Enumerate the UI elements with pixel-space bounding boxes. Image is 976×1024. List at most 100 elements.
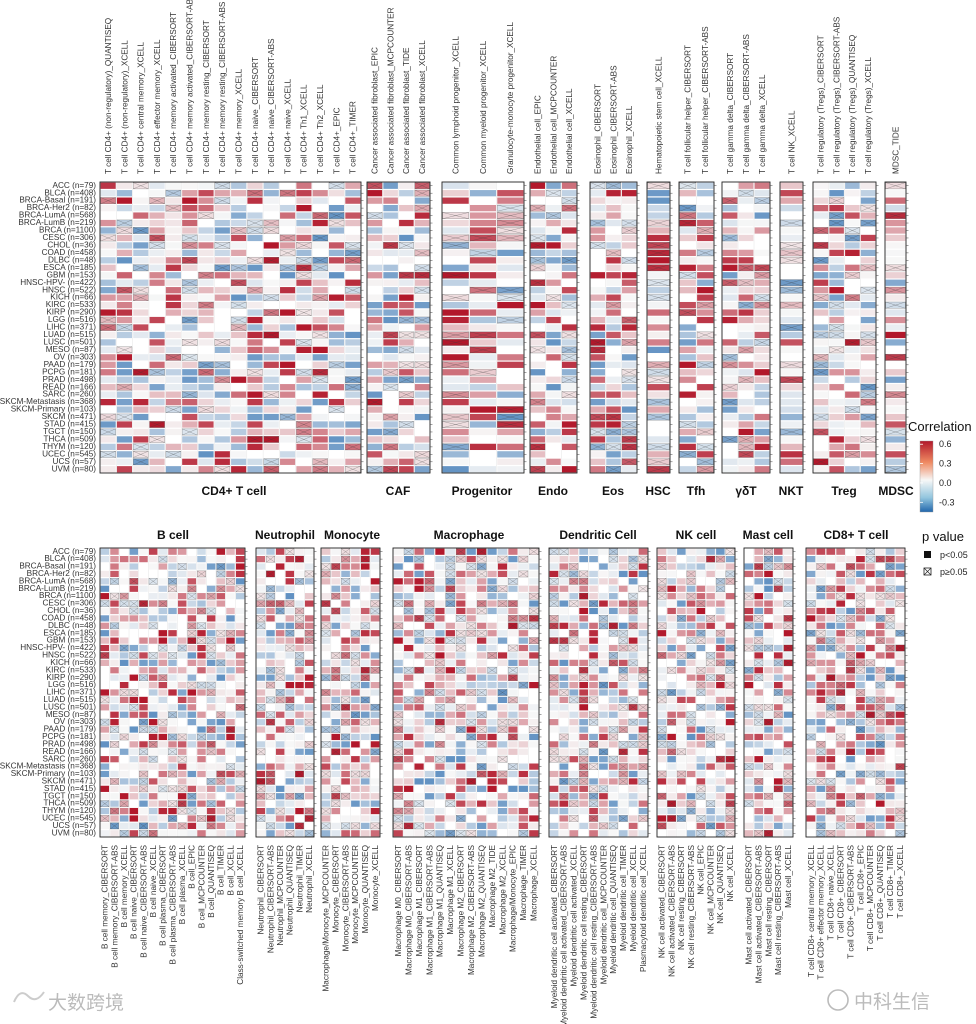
heatmap-cell <box>445 585 455 592</box>
heatmap-cell <box>285 570 295 578</box>
heatmap-cell <box>367 227 383 234</box>
heatmap-cell <box>725 659 735 666</box>
heatmap-cell <box>774 822 783 829</box>
heatmap-cell <box>168 563 177 570</box>
heatmap-cell <box>628 785 638 792</box>
nonsignificant-cell-mark <box>773 689 783 696</box>
heatmap-cell <box>667 585 676 592</box>
heatmap-cell <box>647 451 670 458</box>
column-label-t-cell-cd4-naive-cibersort-abs: T cell CD4+ naive_CIBERSORT-ABS <box>267 38 276 174</box>
heatmap-cell <box>100 316 116 324</box>
heatmap-cell <box>686 585 696 592</box>
heatmap-cell <box>618 778 628 785</box>
heatmap-cell <box>549 548 559 555</box>
heatmap-cell <box>764 807 773 815</box>
heatmap-cell <box>589 622 598 629</box>
heatmap-cell <box>231 301 247 309</box>
heatmap-cell <box>677 763 686 770</box>
heatmap-cell <box>569 578 579 585</box>
row-label-lusc-n-501: LUSC (n=501) <box>43 702 96 711</box>
heatmap-cell <box>119 652 129 659</box>
heatmap-cell <box>559 667 569 674</box>
heatmap-cell <box>206 800 216 807</box>
heatmap-cell <box>590 354 606 361</box>
heatmap-cell <box>275 748 285 755</box>
heatmap-cell <box>312 287 328 294</box>
heatmap-cell <box>549 807 559 815</box>
heatmap-cell <box>667 822 676 829</box>
heatmap-cell <box>508 585 518 592</box>
row-label-brca-lumb-n-219: BRCA-LumB (n=219) <box>18 218 96 227</box>
nonsignificant-cell-mark <box>579 577 589 585</box>
heatmap-cell <box>341 578 350 585</box>
heatmap-cell <box>247 346 263 354</box>
heatmap-cell <box>187 770 197 778</box>
heatmap-cell <box>226 733 235 741</box>
heatmap-cell <box>559 778 569 785</box>
nonsignificant-cell-mark <box>528 622 539 630</box>
heatmap-cell <box>845 324 860 331</box>
panel-grid <box>558 548 639 837</box>
heatmap-cell <box>256 711 266 718</box>
heatmap-cell <box>456 800 466 807</box>
heatmap-cell <box>829 301 844 309</box>
nonsignificant-cell-mark <box>100 652 110 659</box>
heatmap-cell <box>383 197 398 204</box>
heatmap-cell <box>216 711 226 718</box>
heatmap-cell <box>606 287 621 294</box>
nonsignificant-cell-mark <box>590 242 606 249</box>
heatmap-cell <box>738 466 754 473</box>
nonsignificant-cell-mark <box>296 309 312 316</box>
column-label-t-cell-follicular-helper-cibersort-abs: T cell follicular helper_CIBERSORT-ABS <box>701 26 710 174</box>
heatmap-cell <box>275 741 285 748</box>
heatmap-cell <box>247 413 263 421</box>
heatmap-cell <box>341 756 350 763</box>
nonsignificant-cell-mark <box>686 718 696 726</box>
nonsignificant-cell-mark <box>722 353 738 361</box>
heatmap-cell <box>677 756 686 763</box>
nonsignificant-cell-mark <box>383 413 399 421</box>
heatmap-cell <box>885 593 895 600</box>
nonsignificant-cell-mark <box>328 212 345 219</box>
nonsignificant-cell-mark <box>559 548 569 556</box>
heatmap-cell <box>328 279 345 286</box>
heatmap-cell <box>569 807 579 815</box>
nonsignificant-cell-mark <box>295 622 304 630</box>
heatmap-cell <box>321 644 331 652</box>
nonsignificant-cell-mark <box>256 748 266 756</box>
heatmap-cell <box>561 182 577 189</box>
heatmap-cell <box>738 361 754 368</box>
nonsignificant-cell-mark <box>285 696 295 704</box>
heatmap-cell <box>456 607 466 615</box>
heatmap-cell <box>247 309 263 316</box>
heatmap-cell <box>393 726 403 733</box>
heatmap-cell <box>424 807 435 815</box>
heatmap-cell <box>285 800 295 807</box>
heatmap-cell <box>895 556 905 563</box>
heatmap-cell <box>442 234 469 242</box>
heatmap-cell <box>469 421 497 428</box>
nonsignificant-cell-mark <box>110 577 119 585</box>
nonsignificant-cell-mark <box>393 792 404 800</box>
heatmap-cell <box>133 369 149 376</box>
heatmap-cell <box>158 681 168 689</box>
heatmap-cell <box>280 219 296 227</box>
heatmap-cell <box>182 443 198 451</box>
heatmap-cell <box>100 443 116 451</box>
nonsignificant-cell-mark <box>696 689 706 696</box>
heatmap-cell <box>677 770 686 778</box>
heatmap-cell <box>456 733 466 741</box>
heatmap-cell <box>638 681 648 689</box>
heatmap-cell <box>647 339 670 346</box>
heatmap-cell <box>754 384 770 391</box>
nonsignificant-cell-mark <box>360 696 370 704</box>
nonsignificant-cell-mark <box>331 792 341 800</box>
heatmap-cell <box>263 331 279 339</box>
nonsignificant-cell-mark <box>497 219 524 227</box>
heatmap-cell <box>599 593 608 600</box>
heatmap-cell <box>716 563 725 570</box>
heatmap-cell <box>466 630 476 637</box>
heatmap-cell <box>559 748 569 755</box>
heatmap-cell <box>529 711 539 718</box>
nonsignificant-cell-mark <box>424 577 435 585</box>
